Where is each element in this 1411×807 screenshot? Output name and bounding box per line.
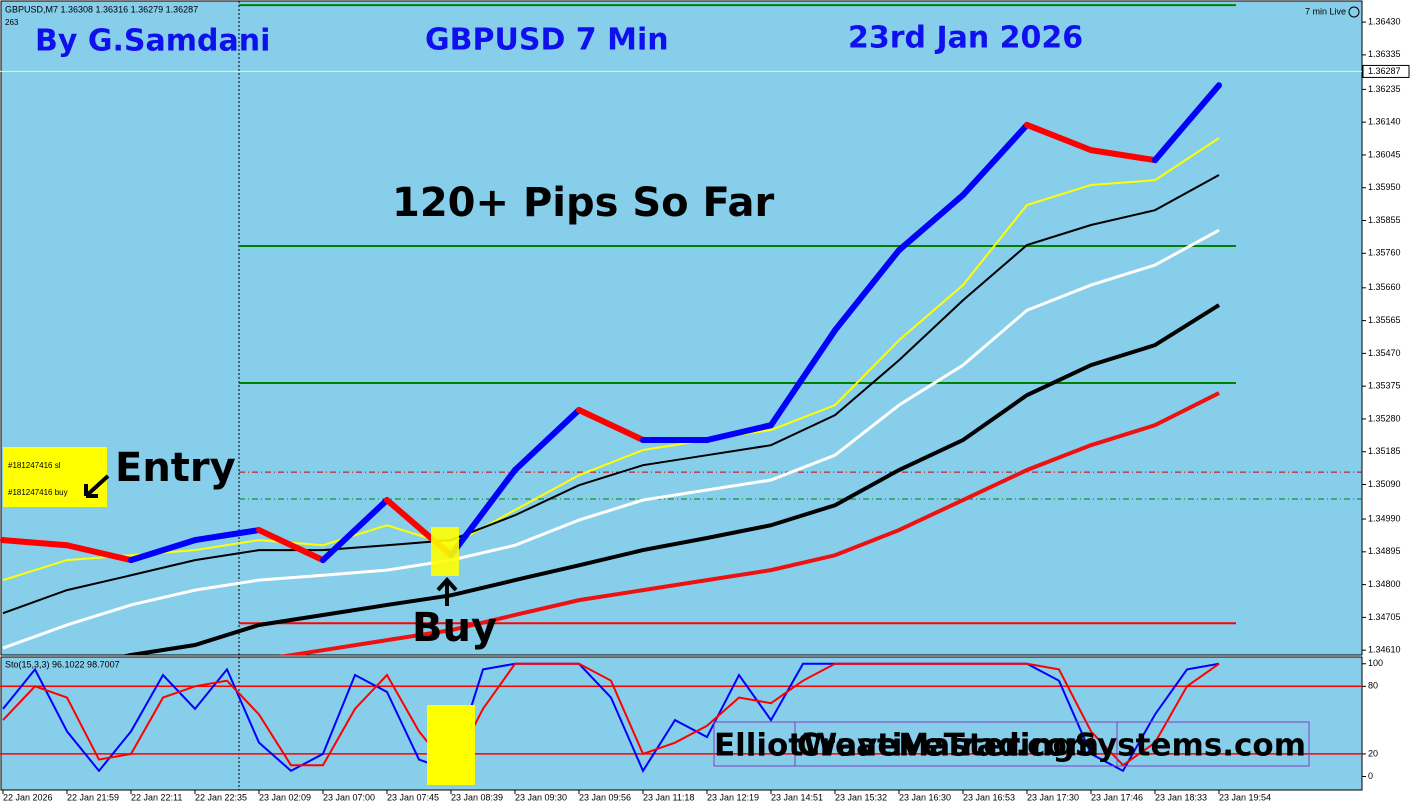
status-icon	[1348, 6, 1360, 18]
y-tick-label: 1.34990	[1368, 513, 1401, 523]
y-tick-label: 1.35375	[1368, 381, 1401, 391]
x-tick-label: 23 Jan 02:09	[259, 792, 311, 802]
price-segment	[896, 191, 966, 254]
y-tick-label: 100	[1368, 658, 1383, 668]
x-tick-label: 23 Jan 07:45	[387, 792, 439, 802]
y-tick-label: 1.36430	[1368, 16, 1401, 26]
price-segment	[1088, 147, 1158, 164]
y-tick-label: 1.36045	[1368, 149, 1401, 159]
price-segment	[512, 406, 582, 474]
order-label: #181247416 sl	[8, 461, 61, 470]
symbol-header: GBPUSD,M7 1.36308 1.36316 1.36279 1.3628…	[5, 4, 198, 14]
moving-average	[2, 174, 1220, 615]
price-segment	[768, 327, 838, 429]
moving-average	[2, 137, 1220, 582]
y-tick-label: 1.34895	[1368, 546, 1401, 556]
moving-average	[279, 391, 1220, 655]
x-tick-label: 23 Jan 09:30	[515, 792, 567, 802]
y-tick-label: 1.35660	[1368, 282, 1401, 292]
y-tick-label: 0	[1368, 771, 1373, 781]
x-tick-label: 22 Jan 22:35	[195, 792, 247, 802]
price-segment	[704, 422, 774, 444]
stoch-plot	[0, 662, 1362, 773]
moving-average	[2, 228, 1220, 650]
x-tick-label: 23 Jan 18:33	[1155, 792, 1207, 802]
price-segment	[256, 527, 326, 564]
x-tick-label: 23 Jan 16:30	[899, 792, 951, 802]
current-price-tag	[1362, 64, 1410, 78]
stoch-highlight	[427, 705, 475, 785]
x-tick-label: 23 Jan 17:46	[1091, 792, 1143, 802]
y-tick-label: 1.35855	[1368, 215, 1401, 225]
x-tick-label: 23 Jan 15:32	[835, 792, 887, 802]
y-tick-label: 20	[1368, 748, 1378, 758]
y-tick-label: 1.34800	[1368, 579, 1401, 589]
y-tick-label: 1.35470	[1368, 348, 1401, 358]
y-tick-label: 1.36140	[1368, 117, 1401, 127]
price-segment	[128, 537, 198, 564]
main-plot	[0, 4, 1362, 655]
pips-note: 120+ Pips So Far	[392, 180, 775, 226]
y-tick-label: 80	[1368, 681, 1378, 691]
main-pane	[0, 0, 1363, 656]
y-tick-label: 1.36335	[1368, 49, 1401, 59]
x-tick-label: 23 Jan 17:30	[1027, 792, 1079, 802]
price-segment	[1024, 121, 1094, 154]
buy-arrow	[436, 577, 458, 606]
x-tick-label: 22 Jan 22:11	[131, 792, 182, 802]
y-tick-label: 1.36235	[1368, 84, 1401, 94]
buy-note: Buy	[412, 605, 497, 651]
entry-note: Entry	[115, 445, 236, 491]
x-tick-label: 23 Jan 14:51	[771, 792, 823, 802]
date-title: 23rd Jan 2026	[848, 21, 1083, 56]
x-tick-label: 23 Jan 09:56	[579, 792, 631, 802]
pair-title: GBPUSD 7 Min	[425, 23, 669, 58]
stoch-header: Sto(15,3,3) 96.1022 98.7007	[5, 659, 120, 669]
watermark-box	[794, 721, 1310, 767]
price-segment	[0, 537, 70, 549]
x-tick-label: 23 Jan 07:00	[323, 792, 375, 802]
y-tick-label: 1.35185	[1368, 446, 1401, 456]
y-tick-label: 1.35565	[1368, 315, 1401, 325]
y-tick-label: 1.35950	[1368, 182, 1401, 192]
y-tick-label: 1.35760	[1368, 248, 1401, 258]
price-segment	[320, 497, 390, 564]
bar-count: 263	[5, 18, 19, 27]
x-tick-label: 23 Jan 16:53	[963, 792, 1015, 802]
live-status: 7 min Live	[1305, 6, 1346, 16]
x-tick-label: 23 Jan 12:19	[707, 792, 759, 802]
price-segment	[960, 121, 1030, 198]
y-tick-label: 1.35090	[1368, 479, 1401, 489]
price-segment	[1152, 82, 1222, 164]
watermark: ElliotWaveMaster.com	[714, 728, 1099, 764]
y-tick-label: 1.35280	[1368, 413, 1401, 423]
author: By G.Samdani	[35, 24, 270, 59]
price-segment	[192, 527, 262, 544]
y-tick-label: 1.34610	[1368, 645, 1401, 655]
price-segment	[832, 247, 902, 334]
stoch-line	[2, 662, 1220, 773]
order-label: #181247416 buy	[8, 488, 68, 497]
watermark: CreativeTradingSystems.com	[797, 728, 1306, 764]
x-tick-label: 22 Jan 2026	[3, 792, 53, 802]
price-segment	[448, 467, 518, 559]
moving-average	[121, 303, 1221, 655]
x-tick-label: 22 Jan 21:59	[67, 792, 119, 802]
price-segment	[576, 406, 646, 444]
current-price-label: 1.36287	[1368, 66, 1401, 76]
buy-highlight	[431, 527, 459, 576]
y-tick-label: 1.34705	[1368, 612, 1401, 622]
entry-arrow	[84, 474, 110, 498]
x-tick-label: 23 Jan 11:18	[643, 792, 694, 802]
x-tick-label: 23 Jan 08:39	[451, 792, 503, 802]
price-segment	[64, 542, 134, 564]
x-tick-label: 23 Jan 19:54	[1219, 792, 1271, 802]
